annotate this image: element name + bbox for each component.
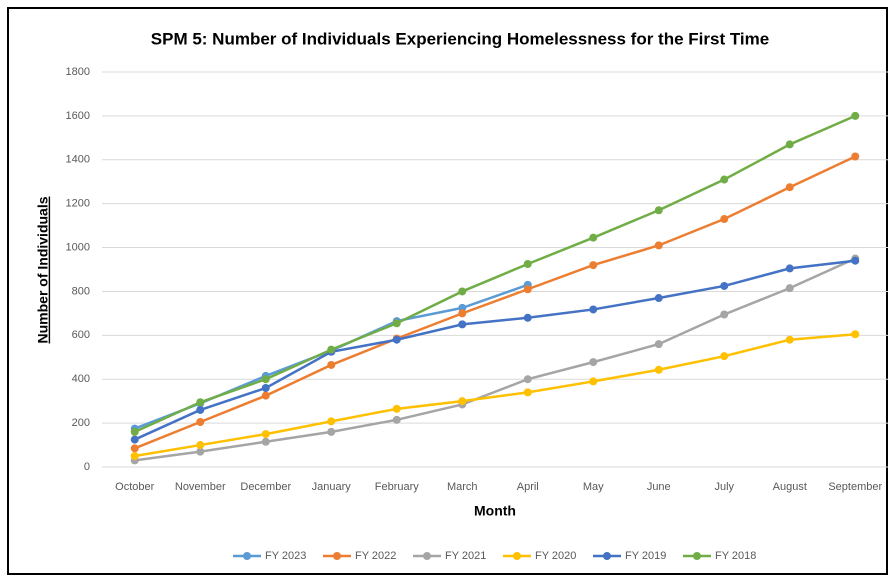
point bbox=[261, 391, 270, 400]
point bbox=[261, 437, 270, 446]
x-tick-label: January bbox=[312, 481, 352, 493]
point bbox=[523, 260, 532, 269]
x-tick-label: November bbox=[175, 481, 226, 493]
point bbox=[392, 335, 401, 344]
point bbox=[589, 377, 598, 386]
point bbox=[523, 388, 532, 397]
y-tick-label: 400 bbox=[72, 373, 90, 385]
y-tick-label: 800 bbox=[72, 285, 90, 297]
point bbox=[785, 335, 794, 344]
point bbox=[851, 152, 860, 161]
point bbox=[261, 430, 270, 439]
point bbox=[523, 313, 532, 322]
y-axis-title: Number of Individuals bbox=[35, 196, 51, 343]
point bbox=[654, 365, 663, 374]
point bbox=[392, 404, 401, 413]
x-tick-label: June bbox=[647, 481, 671, 493]
point bbox=[654, 340, 663, 349]
y-tick-label: 200 bbox=[72, 417, 90, 429]
x-tick-label: May bbox=[583, 481, 604, 493]
y-tick-label: 1400 bbox=[66, 154, 90, 166]
point bbox=[589, 305, 598, 314]
point bbox=[851, 256, 860, 265]
x-tick-label: July bbox=[714, 481, 734, 493]
point bbox=[654, 206, 663, 215]
point bbox=[785, 140, 794, 149]
legend-marker bbox=[603, 552, 611, 560]
point bbox=[196, 441, 205, 450]
point bbox=[130, 444, 139, 453]
x-tick-label: April bbox=[517, 481, 539, 493]
point bbox=[654, 294, 663, 303]
point bbox=[196, 405, 205, 414]
point bbox=[327, 345, 336, 354]
x-tick-label: August bbox=[773, 481, 807, 493]
point bbox=[720, 175, 729, 184]
point bbox=[589, 233, 598, 242]
point bbox=[458, 309, 467, 318]
point bbox=[851, 330, 860, 339]
legend-label: FY 2023 bbox=[265, 550, 306, 562]
point bbox=[720, 215, 729, 224]
series-line bbox=[134, 114, 856, 434]
point bbox=[458, 303, 467, 312]
point bbox=[196, 447, 205, 456]
point bbox=[196, 398, 205, 407]
point bbox=[523, 285, 532, 294]
series-line bbox=[134, 259, 856, 441]
point bbox=[458, 397, 467, 406]
legend-label: FY 2018 bbox=[715, 550, 756, 562]
legend-marker bbox=[333, 552, 341, 560]
point bbox=[458, 287, 467, 296]
legend-marker bbox=[423, 552, 431, 560]
point bbox=[851, 111, 860, 120]
y-tick-label: 1000 bbox=[66, 241, 90, 253]
point bbox=[785, 264, 794, 273]
y-tick-label: 1600 bbox=[66, 110, 90, 122]
x-tick-label: December bbox=[240, 481, 291, 493]
x-axis-title: Month bbox=[474, 503, 516, 519]
point bbox=[785, 183, 794, 192]
point bbox=[785, 284, 794, 293]
y-tick-label: 0 bbox=[84, 461, 90, 473]
point bbox=[589, 358, 598, 367]
legend-marker bbox=[513, 552, 521, 560]
point bbox=[720, 352, 729, 361]
x-tick-label: October bbox=[115, 481, 154, 493]
point bbox=[261, 384, 270, 392]
series-line bbox=[134, 257, 856, 462]
legend-label: FY 2020 bbox=[535, 550, 576, 562]
chart-title: SPM 5: Number of Individuals Experiencin… bbox=[151, 29, 769, 48]
y-tick-label: 1800 bbox=[66, 66, 90, 78]
point bbox=[130, 427, 139, 436]
point bbox=[392, 415, 401, 424]
x-tick-label: February bbox=[375, 481, 420, 493]
x-tick-label: March bbox=[447, 481, 478, 493]
legend-label: FY 2021 bbox=[445, 550, 486, 562]
point bbox=[589, 261, 598, 270]
point bbox=[130, 435, 139, 444]
point bbox=[523, 375, 532, 384]
point bbox=[130, 452, 139, 461]
point bbox=[327, 417, 336, 426]
y-tick-label: 600 bbox=[72, 329, 90, 341]
point bbox=[720, 310, 729, 319]
point bbox=[196, 418, 205, 427]
legend-label: FY 2019 bbox=[625, 550, 666, 562]
point bbox=[720, 281, 729, 290]
legend-marker bbox=[243, 552, 251, 560]
point bbox=[458, 320, 467, 329]
point bbox=[654, 241, 663, 250]
y-tick-label: 1200 bbox=[66, 198, 90, 210]
point bbox=[392, 319, 401, 328]
point bbox=[327, 427, 336, 436]
series-line bbox=[134, 332, 856, 458]
legend-marker bbox=[693, 552, 701, 560]
x-tick-label: September bbox=[828, 481, 882, 493]
point bbox=[261, 375, 270, 384]
point bbox=[327, 360, 336, 369]
series-line bbox=[134, 155, 856, 450]
legend-label: FY 2022 bbox=[355, 550, 396, 562]
